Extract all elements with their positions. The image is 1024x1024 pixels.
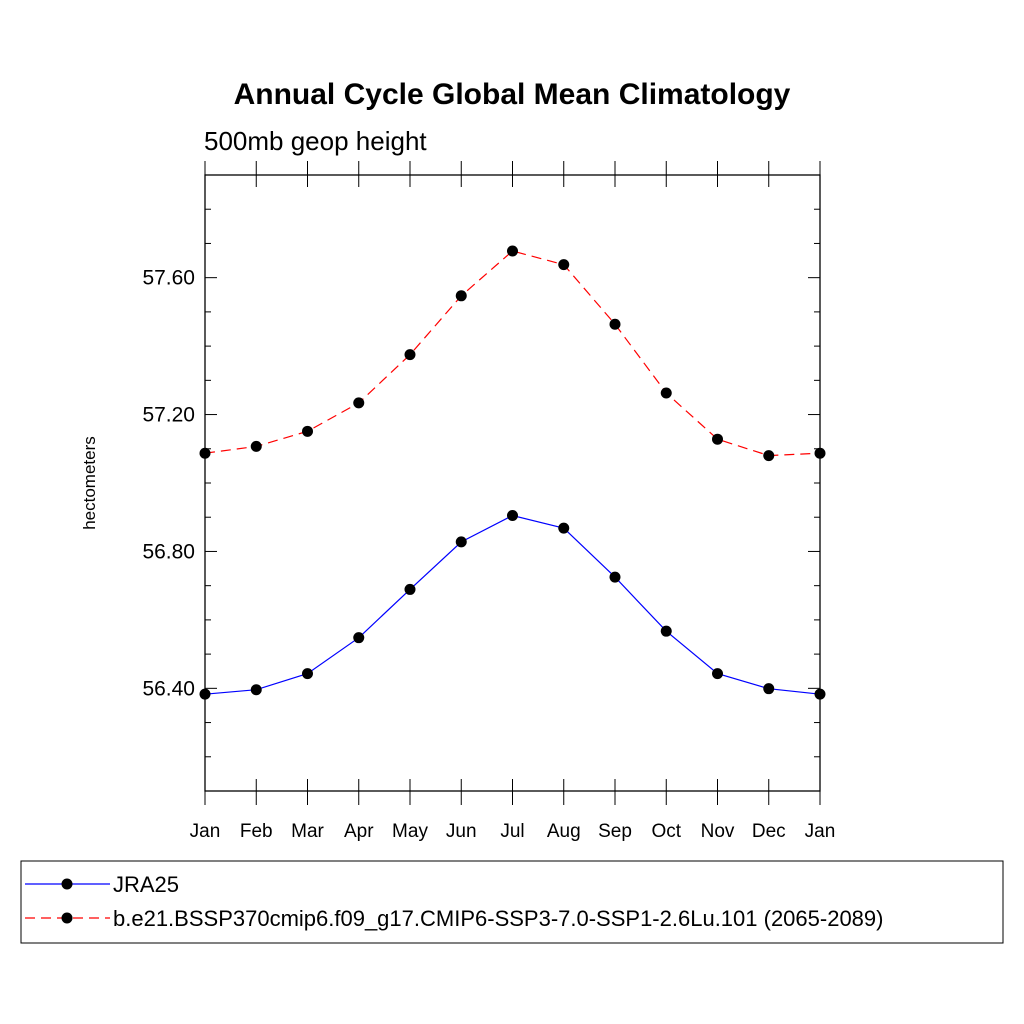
x-tick-label: Feb [240,821,273,842]
series-point-0 [763,683,775,695]
series-point-1 [609,318,621,330]
x-tick-label: May [392,821,428,842]
y-tick-label: 57.20 [142,404,195,427]
plot-frame [204,174,821,792]
series-point-1 [507,245,518,257]
x-tick-label: Oct [651,821,681,842]
x-tick-label: Jan [805,821,836,842]
y-tick-label: 56.80 [142,540,195,563]
chart-title: Annual Cycle Global Mean Climatology [234,78,791,111]
y-tick-label: 56.40 [142,677,195,700]
x-tick-label: Apr [344,821,374,842]
x-tick-label: Dec [752,821,786,842]
series-point-1 [558,259,570,271]
series-point-1 [302,425,313,437]
y-tick-label: 57.60 [142,267,195,290]
y-axis-label: hectometers [80,436,99,530]
series-point-1 [199,447,211,459]
series-point-0 [302,668,313,680]
series-point-0 [250,684,262,696]
legend: JRA25 b.e21.BSSP370cmip6.f09_g17.CMIP6-SS… [25,872,883,931]
series-line-1 [204,250,821,457]
legend-label-1: b.e21.BSSP370cmip6.f09_g17.CMIP6-SSP3-7.… [113,906,883,931]
legend-marker-1 [61,912,73,924]
x-tick-label: Jul [500,821,524,842]
series-point-1 [660,387,672,399]
legend-label-0: JRA25 [113,872,179,897]
series-point-1 [455,290,467,302]
series-point-0 [558,522,570,534]
series-point-1 [353,397,365,409]
series-layer [199,245,826,700]
series-point-1 [404,349,416,361]
series-line-0 [204,514,821,695]
series-point-0 [455,536,467,548]
chart-subtitle: 500mb geop height [204,126,427,156]
legend-marker-0 [61,878,73,890]
series-point-0 [353,632,365,644]
x-tick-label: Mar [291,821,324,842]
series-point-0 [814,688,826,700]
series-point-0 [199,688,211,700]
series-point-1 [712,433,723,445]
series-point-0 [609,571,621,583]
series-point-0 [404,583,416,595]
series-point-0 [507,510,518,522]
x-axis: Jan Feb Mar Apr May Jun Jul Aug Sep Oct Nov Dec Jan [190,161,836,842]
series-point-0 [660,625,672,637]
x-tick-label: Nov [701,821,735,842]
y-axis: 56.40 56.80 57.20 57.60 [142,174,820,792]
x-tick-label: Sep [598,821,632,842]
x-tick-label: Jan [190,821,221,842]
series-point-1 [250,440,262,452]
x-tick-label: Jun [446,821,477,842]
legend-frame [20,860,1004,944]
series-point-0 [712,668,723,680]
x-tick-label: Aug [547,821,581,842]
series-point-1 [814,447,826,459]
series-point-1 [763,450,775,462]
